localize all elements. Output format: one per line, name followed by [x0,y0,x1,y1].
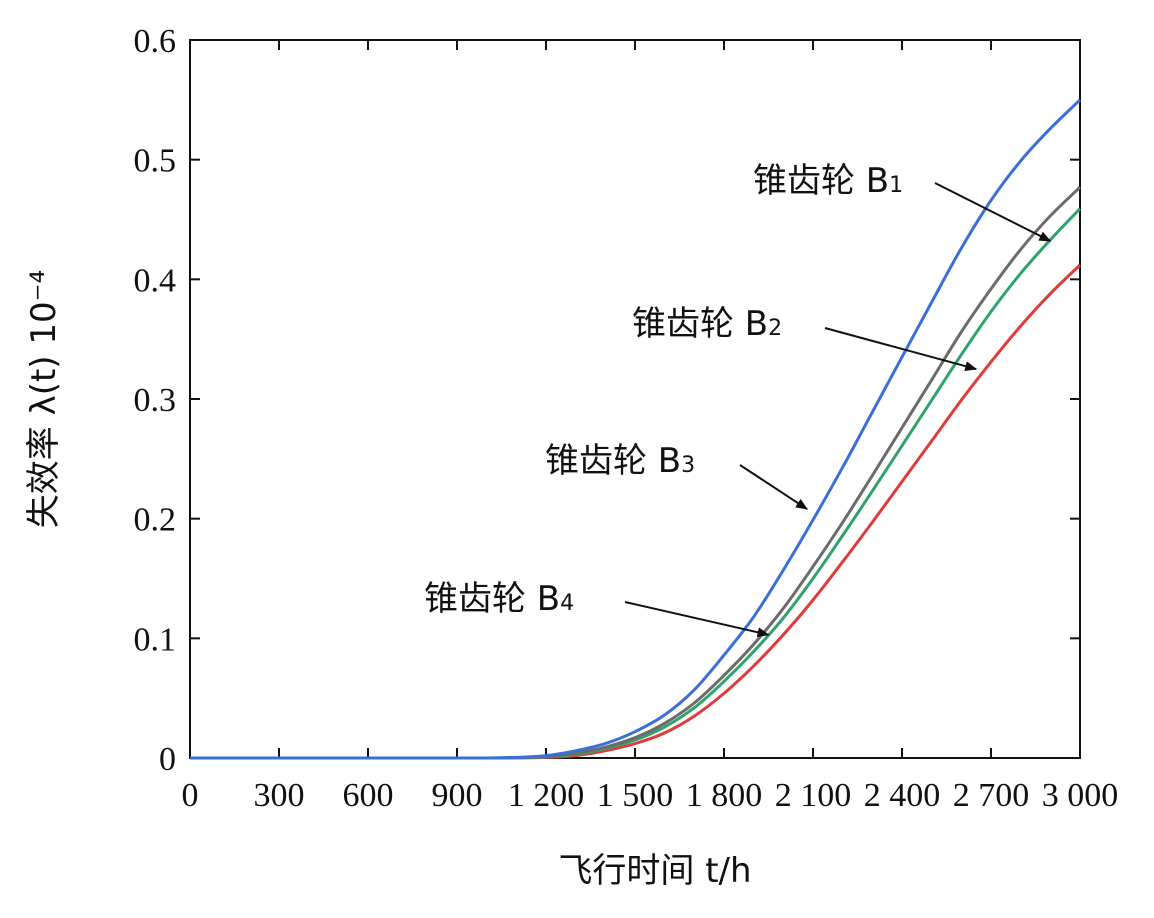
series-line-3 [189,207,1082,760]
x-tick-label: 1 200 [508,777,585,814]
x-tick-label: 300 [254,777,305,814]
x-tick-label: 2 400 [864,777,941,814]
annotation-label-2: 锥齿轮 B2 [632,304,782,344]
axes: 0 300 600 900 1 200 1 500 1 800 2 100 2 400 2 700… [134,23,1119,814]
x-tick-label: 1 500 [597,777,674,814]
y-tick-label: 0.1 [134,621,177,658]
x-tick-label: 2 700 [953,777,1030,814]
y-tick-label: 0.2 [134,502,177,539]
series-line-1 [189,98,1082,760]
annotation-arrow-4 [624,601,770,638]
x-axis-title: 飞行时间 t/h [558,851,751,891]
x-tick-label: 3 000 [1042,777,1119,814]
y-tick-label: 0.6 [134,23,177,60]
y-tick-label: 0.5 [134,143,177,180]
x-tick-label: 600 [343,777,394,814]
annotation-arrow-1 [934,182,1052,242]
annotation-arrow-2 [824,327,978,372]
annotation-label-1: 锥齿轮 B1 [753,161,903,201]
annotations: 锥齿轮 B1 锥齿轮 B2 锥齿轮 B3 锥齿轮 B4 [424,161,1052,638]
y-tick-label: 0.4 [134,262,177,299]
y-tick-label: 0.3 [134,382,177,419]
y-axis-title: 失效率 λ(t) 10⁻⁴ [24,270,64,528]
y-tick-label: 0 [159,741,176,778]
series-lines [189,98,1082,760]
plot-frame [189,39,1081,759]
x-tick-label: 900 [432,777,483,814]
x-tick-label: 2 100 [775,777,852,814]
annotation-label-3: 锥齿轮 B3 [545,441,695,481]
annotation-arrow-3 [739,464,808,510]
x-tick-label: 1 800 [686,777,763,814]
x-tick-label: 0 [182,777,199,814]
annotation-label-4: 锥齿轮 B4 [424,579,574,619]
